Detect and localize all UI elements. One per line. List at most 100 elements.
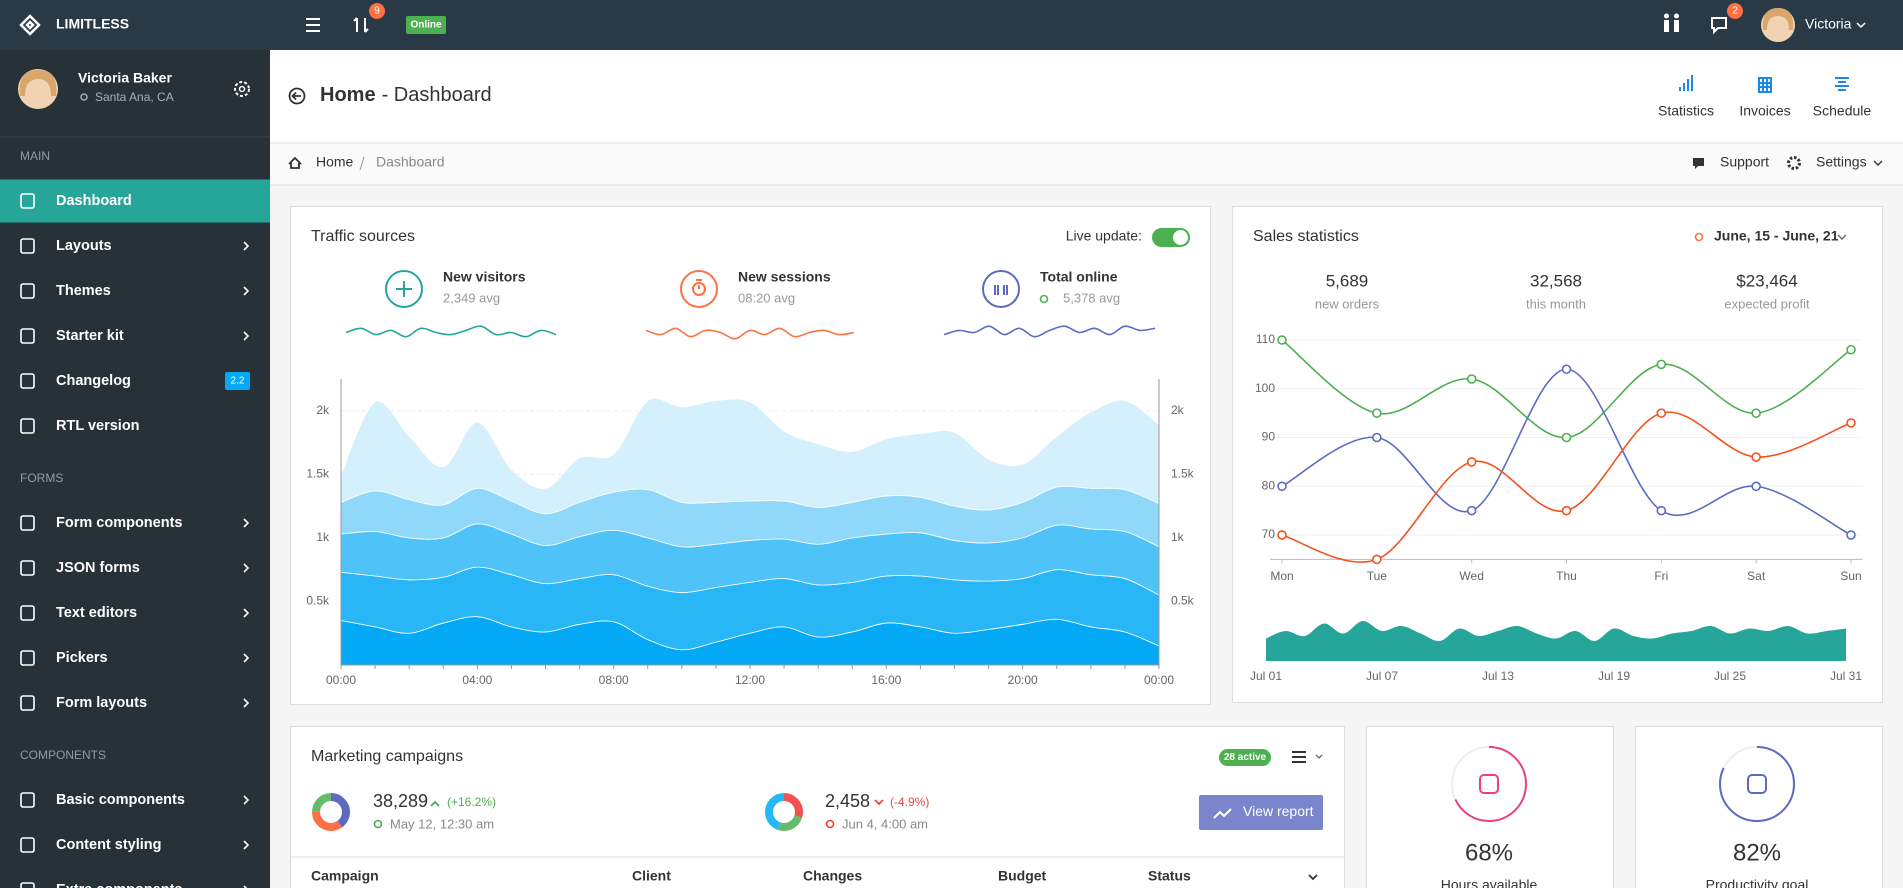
status-badge (406, 16, 446, 34)
table-header: Client (632, 868, 671, 884)
chevron (243, 241, 250, 251)
stat-value: 5,378 avg (1063, 290, 1120, 305)
y-tick-label: 1k (316, 530, 330, 544)
settings-icon-core (238, 85, 246, 93)
x-tick-label: Jul 19 (1598, 669, 1630, 683)
header-action[interactable]: Invoices (1739, 103, 1790, 119)
button-label[interactable]: View report (1243, 803, 1314, 819)
breadcrumb-item: Dashboard (376, 154, 445, 170)
sales-stat-value: $23,464 (1736, 271, 1797, 290)
menu-item[interactable]: Layouts (56, 238, 112, 254)
x-tick-label: 00:00 (1144, 673, 1174, 687)
sidebar-section-title: COMPONENTS (20, 748, 106, 762)
settings-icon[interactable] (234, 81, 250, 97)
breadcrumb-item[interactable]: Home (316, 154, 354, 170)
campaign-value: 2,458 (825, 791, 870, 811)
sparkline (345, 325, 557, 338)
menu-item[interactable]: Themes (56, 283, 111, 299)
stat-icon (680, 270, 718, 308)
stat-value: 2,349 avg (443, 290, 500, 305)
sidebar-user-name: Victoria Baker (78, 70, 172, 86)
menu-item-icon (20, 283, 35, 299)
range-dot (1694, 232, 1704, 242)
chevron[interactable] (1308, 874, 1318, 881)
menu-item[interactable]: Changelog (56, 373, 131, 389)
y-tick-label: 90 (1262, 430, 1276, 444)
user-name[interactable]: Victoria (1805, 16, 1852, 32)
home-icon (288, 156, 302, 169)
x-tick-label: Sun (1840, 569, 1861, 583)
menu-item[interactable]: Content styling (56, 837, 162, 853)
menu-item[interactable]: Starter kit (56, 328, 124, 344)
menu-item[interactable]: Form layouts (56, 695, 147, 711)
updates-icon[interactable] (353, 17, 369, 33)
menu-item[interactable]: Basic components (56, 792, 185, 808)
people-icon-head (1664, 13, 1669, 19)
menu-item-icon (20, 882, 35, 888)
menu-item[interactable]: Extra components (56, 882, 183, 888)
header-action[interactable]: Statistics (1658, 103, 1714, 119)
chevron (1873, 160, 1883, 166)
chevron (1315, 754, 1323, 759)
menu-badge-text: 2.2 (231, 376, 245, 387)
date-range[interactable]: June, 15 - June, 21 (1714, 228, 1839, 244)
point (1277, 481, 1287, 492)
stat-icon (385, 270, 423, 308)
messages-icon[interactable] (1711, 17, 1727, 35)
stat-icon-glyph (692, 279, 707, 296)
breadcrumb-link[interactable]: Settings (1816, 154, 1867, 170)
chevron (243, 698, 250, 708)
sales-stat-label: this month (1526, 296, 1586, 311)
point (1561, 432, 1572, 443)
menu-item[interactable]: Pickers (56, 650, 108, 666)
donut-segment (312, 793, 350, 831)
sales-stat-value: 32,568 (1530, 271, 1582, 290)
x-tick-label: 08:00 (599, 673, 629, 687)
header-action[interactable]: Schedule (1813, 103, 1872, 119)
point (1846, 418, 1856, 428)
people-icon[interactable] (1664, 20, 1679, 32)
point (1751, 452, 1761, 462)
brand[interactable]: LIMITLESS (56, 16, 129, 32)
x-tick-label: 20:00 (1008, 673, 1038, 687)
menu-item[interactable]: Form components (56, 515, 182, 531)
x-tick-label: Fri (1654, 569, 1668, 583)
menu-item-icon (20, 695, 35, 711)
stream-layer (340, 397, 1160, 515)
sidebar-user-location: Santa Ana, CA (95, 90, 174, 104)
sidebar-section-title: FORMS (20, 471, 63, 485)
x-tick-label: Tue (1367, 569, 1388, 583)
menu-item[interactable]: Dashboard (56, 193, 132, 209)
y-tick-label: 70 (1262, 527, 1276, 541)
breadcrumb-link[interactable]: Support (1720, 154, 1769, 170)
menu-item-icon (20, 650, 35, 666)
menu-item[interactable]: Text editors (56, 605, 137, 621)
progress-caption: Productivity goal (1706, 877, 1809, 888)
menu-icon[interactable] (1292, 751, 1306, 763)
settings-icon[interactable] (1787, 156, 1801, 170)
back-icon[interactable] (288, 87, 306, 105)
chevron (243, 518, 250, 528)
campaign-value: 38,289 (373, 791, 428, 811)
menu-toggle[interactable] (306, 18, 320, 32)
back-arrow (291, 91, 301, 101)
point (1751, 408, 1761, 418)
sparkline (645, 327, 855, 340)
ring-progress (1719, 746, 1795, 822)
avatar-hair (19, 70, 57, 96)
view-report-button[interactable] (1199, 795, 1323, 830)
menu-item-icon (20, 418, 35, 434)
menu-item-icon (20, 373, 35, 389)
status-text: Online (410, 20, 442, 31)
point (1656, 359, 1667, 370)
campaign-change: (-4.9%) (890, 795, 929, 809)
y2-tick-label: 1k (1171, 530, 1185, 544)
y2-tick-label: 1.5k (1171, 467, 1195, 481)
x-tick-label: 12:00 (735, 673, 765, 687)
x-tick-label: 04:00 (462, 673, 492, 687)
menu-item[interactable]: RTL version (56, 418, 140, 434)
breadcrumb-bar (270, 143, 1903, 185)
support-icon[interactable] (1693, 158, 1704, 169)
menu-item[interactable]: JSON forms (56, 560, 140, 576)
